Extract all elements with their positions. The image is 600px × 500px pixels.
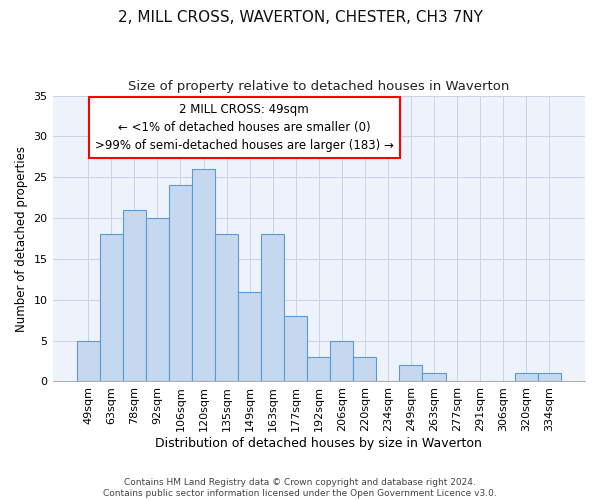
Bar: [123, 210, 146, 382]
Bar: [353, 357, 376, 382]
X-axis label: Distribution of detached houses by size in Waverton: Distribution of detached houses by size …: [155, 437, 482, 450]
Bar: [100, 234, 123, 382]
Bar: [261, 234, 284, 382]
Bar: [215, 234, 238, 382]
Text: 2, MILL CROSS, WAVERTON, CHESTER, CH3 7NY: 2, MILL CROSS, WAVERTON, CHESTER, CH3 7N…: [118, 10, 482, 25]
Title: Size of property relative to detached houses in Waverton: Size of property relative to detached ho…: [128, 80, 509, 93]
Bar: [192, 169, 215, 382]
Bar: [400, 365, 422, 382]
Bar: [77, 340, 100, 382]
Bar: [169, 186, 192, 382]
Bar: [422, 374, 446, 382]
Y-axis label: Number of detached properties: Number of detached properties: [15, 146, 28, 332]
Bar: [538, 374, 561, 382]
Bar: [307, 357, 330, 382]
Text: 2 MILL CROSS: 49sqm
← <1% of detached houses are smaller (0)
>99% of semi-detach: 2 MILL CROSS: 49sqm ← <1% of detached ho…: [95, 102, 394, 152]
Bar: [238, 292, 261, 382]
Text: Contains HM Land Registry data © Crown copyright and database right 2024.
Contai: Contains HM Land Registry data © Crown c…: [103, 478, 497, 498]
Bar: [146, 218, 169, 382]
Bar: [515, 374, 538, 382]
Bar: [330, 340, 353, 382]
Bar: [284, 316, 307, 382]
